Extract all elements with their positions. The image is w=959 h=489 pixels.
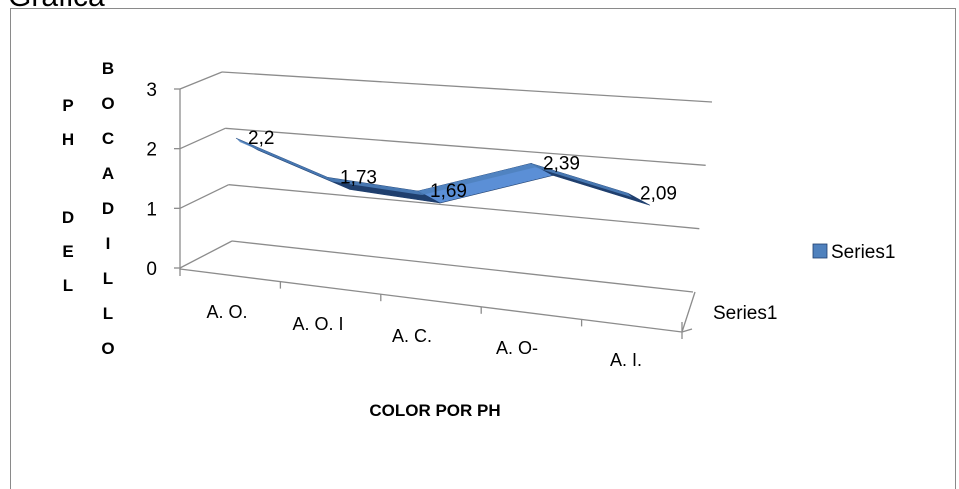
y-axis-title-letter: L	[103, 304, 113, 323]
chart-frame	[10, 8, 956, 489]
gridline-side	[179, 184, 229, 209]
y-axis-title-letter: L	[63, 276, 73, 295]
y-axis-title-letter: E	[62, 242, 73, 261]
y-tick-label: 1	[146, 199, 157, 220]
y-tick-label: 3	[146, 80, 157, 101]
depth-axis-line	[681, 291, 696, 333]
y-axis-title-letter: C	[102, 129, 114, 148]
ribbon-highlight	[531, 163, 632, 198]
ribbon-highlight	[236, 138, 332, 182]
gridline	[228, 184, 700, 230]
x-tick-label: A. O.	[206, 302, 247, 322]
x-tick-label: A. I.	[610, 350, 642, 370]
y-axis-title-letter: P	[62, 96, 73, 115]
x-axis-line	[179, 268, 683, 333]
y-axis-title-letter: B	[102, 59, 114, 78]
ribbon-highlight	[328, 177, 422, 196]
x-tick-label: A. C.	[392, 326, 432, 346]
data-label: 1,73	[340, 167, 377, 188]
data-label: 2,09	[640, 183, 677, 204]
labels: 0 1 2 3 A. O. A. O. I A. C. A. O- A. I. 2,2 1,73 1,…	[62, 59, 778, 420]
y-axis-title-letter: O	[101, 94, 114, 113]
gridline	[231, 240, 694, 293]
x-tick-label: A. O-	[496, 338, 538, 358]
y-tick-label: 0	[146, 259, 157, 280]
y-axis-title-letter: D	[62, 208, 74, 227]
legend-label: Series1	[831, 242, 895, 263]
gridline	[221, 71, 713, 103]
gridlines	[179, 71, 713, 293]
x-tick-label: A. O. I	[292, 314, 343, 334]
page-caption: Gráfica	[8, 0, 105, 14]
data-label: 2,2	[248, 128, 274, 149]
depth-axis-label: Series1	[713, 303, 777, 324]
y-tick-label: 2	[146, 140, 157, 161]
ribbon-highlight	[418, 163, 535, 196]
axes	[174, 88, 696, 339]
y-axis-title-letter: A	[102, 164, 114, 183]
y-axis-title-letter: H	[62, 130, 74, 149]
legend: Series1	[812, 242, 895, 263]
gridline-side	[179, 71, 223, 90]
gridline	[225, 127, 706, 166]
legend-swatch	[812, 243, 828, 259]
gridline-side	[179, 240, 233, 269]
y-axis-title-letter: I	[106, 234, 111, 253]
y-axis-title-letter: L	[103, 269, 113, 288]
series-ribbon	[235, 137, 651, 206]
y-axis-title-letter: D	[102, 199, 114, 218]
gridline-side	[179, 127, 226, 150]
depth-tick-mark	[681, 328, 693, 333]
data-label: 1,69	[430, 181, 467, 202]
y-axis-title-letter: O	[101, 339, 114, 358]
x-axis-title: COLOR POR PH	[369, 401, 500, 420]
data-label: 2,39	[543, 153, 580, 174]
